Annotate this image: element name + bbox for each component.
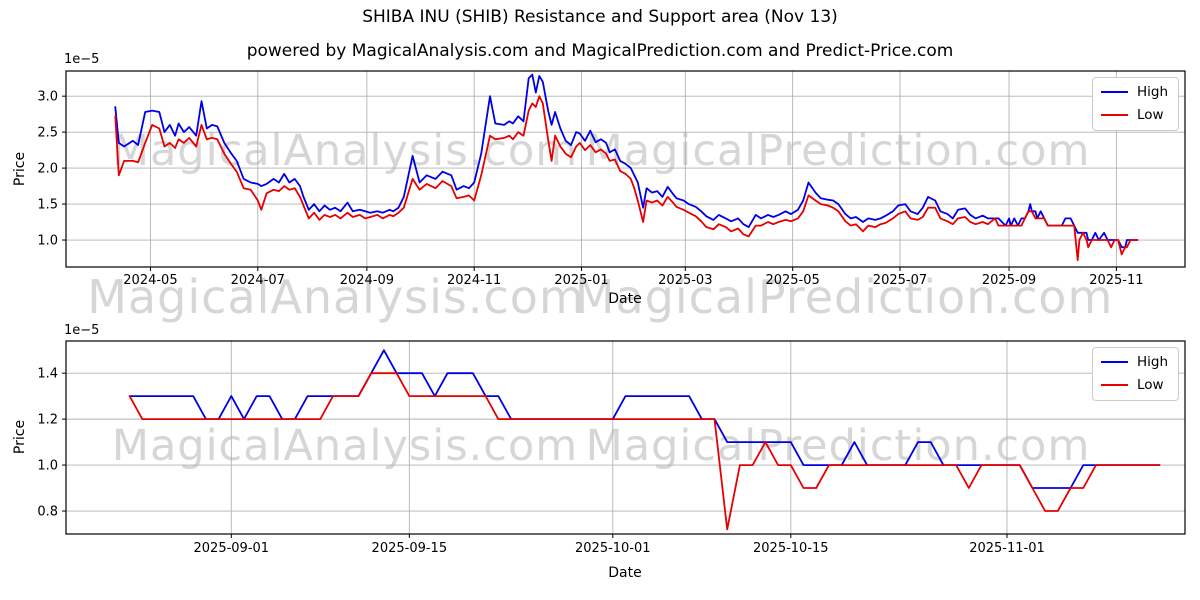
legend-top-chart: High Low [1091, 77, 1179, 131]
x-tick-label: 2025-09-15 [372, 541, 448, 556]
y-offset-label-top: 1e−5 [64, 52, 100, 67]
figure-subtitle: powered by MagicalAnalysis.com and Magic… [246, 41, 954, 61]
legend-item-low: Low [1100, 377, 1168, 393]
legend-item-high: High [1100, 84, 1168, 100]
x-tick-label: 2025-03 [658, 273, 712, 288]
x-tick-label: 2024-07 [231, 273, 285, 288]
y-axis-label-top: Price [12, 151, 28, 187]
low-line-swatch [1100, 114, 1128, 116]
y-tick-label: 1.0 [37, 234, 58, 249]
legend-item-high: High [1100, 354, 1168, 370]
y-tick-label: 0.8 [37, 505, 58, 520]
y-tick-label: 2.5 [37, 126, 58, 141]
axes-spines [65, 340, 1186, 535]
x-tick-label: 2024-09 [340, 273, 394, 288]
y-tick-label: 1.2 [37, 413, 58, 428]
y-tick-label: 3.0 [37, 90, 58, 105]
x-tick-label: 2025-09 [982, 273, 1036, 288]
high-line [114, 73, 1139, 249]
x-axis-label-bottom: Date [608, 565, 642, 581]
watermark-middle-left: MagicalAnalysis.com [87, 270, 585, 324]
x-tick-label: 2025-11-01 [969, 541, 1045, 556]
legend-label-high: High [1136, 84, 1168, 100]
y-axis-label-bottom: Price [12, 419, 28, 455]
y-tick-label: 2.0 [37, 162, 58, 177]
x-tick-label: 2025-01 [554, 273, 608, 288]
x-tick-label: 2025-11 [1089, 273, 1143, 288]
legend-item-low: Low [1100, 107, 1168, 123]
x-tick-label: 2025-09-01 [194, 541, 270, 556]
y-offset-label-bottom: 1e−5 [64, 323, 100, 338]
x-tick-label: 2025-05 [765, 273, 819, 288]
recent-zoom-plot: 0.8 1.0 1.2 1.4 2025-09-01 2025-09-15 2025-10-… [37, 340, 1186, 556]
x-tick-label: 2024-05 [123, 273, 177, 288]
low-line [128, 372, 1161, 531]
page-title: SHIBA INU (SHIB) Resistance and Support … [362, 7, 838, 27]
legend-label-low: Low [1136, 377, 1164, 393]
high-line-swatch [1100, 91, 1128, 93]
legend-label-high: High [1136, 354, 1168, 370]
x-tick-label: 2025-07 [873, 273, 927, 288]
axes-spines [65, 70, 1186, 268]
x-tick-label: 2024-11 [447, 273, 501, 288]
watermark-bottom-right: MagicalPrediction.com [585, 421, 1091, 471]
x-tick-label: 2025-10-01 [575, 541, 651, 556]
y-tick-label: 1.0 [37, 459, 58, 474]
watermark-middle-right: MagicalPrediction.com [574, 270, 1114, 324]
legend-bottom-chart: High Low [1091, 347, 1179, 401]
high-line-swatch [1100, 361, 1128, 363]
x-tick-label: 2025-10-15 [753, 541, 829, 556]
y-tick-label: 1.4 [37, 367, 58, 382]
low-line [114, 95, 1139, 262]
low-line-swatch [1100, 384, 1128, 386]
legend-label-low: Low [1136, 107, 1164, 123]
full-history-plot: 1.0 1.5 2.0 2.5 3.0 2024-05 2024-07 2024-09 2024… [37, 70, 1186, 288]
watermark-bottom-left: MagicalAnalysis.com [111, 421, 579, 471]
x-axis-label-top: Date [608, 291, 642, 307]
y-tick-label: 1.5 [37, 198, 58, 213]
